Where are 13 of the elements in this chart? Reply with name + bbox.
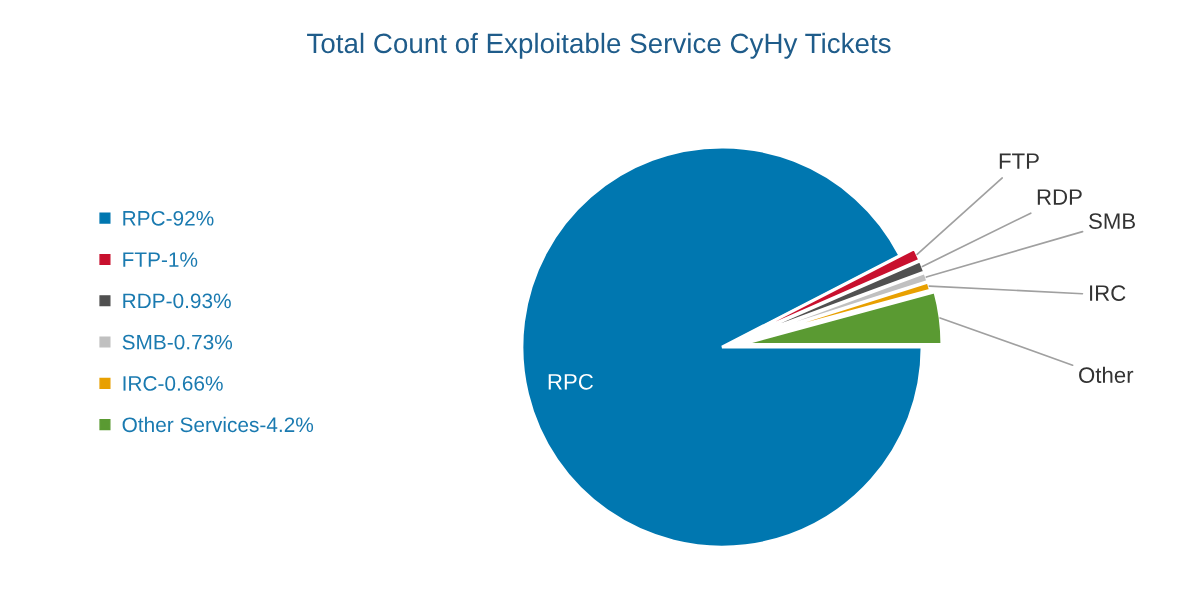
text: FTP (999, 153, 1039, 169)
legend-label: SMB-0.73% (122, 334, 233, 350)
text: Other (1079, 366, 1134, 383)
text: IRC (1090, 285, 1126, 301)
text: RPC (548, 373, 593, 390)
legend-label: Other Services-4.2% (122, 416, 314, 433)
text: RDP (1037, 189, 1082, 205)
legend-label: IRC-0.66% (123, 376, 223, 391)
legend-label: RDP-0.93% (123, 293, 231, 309)
chart-title: Total Count of Exploitable Service CyHy Tickets (307, 32, 891, 59)
legend-label: RPC-92% (123, 210, 214, 226)
legend-label: FTP-1% (123, 252, 198, 267)
text: SMB (1089, 213, 1135, 229)
